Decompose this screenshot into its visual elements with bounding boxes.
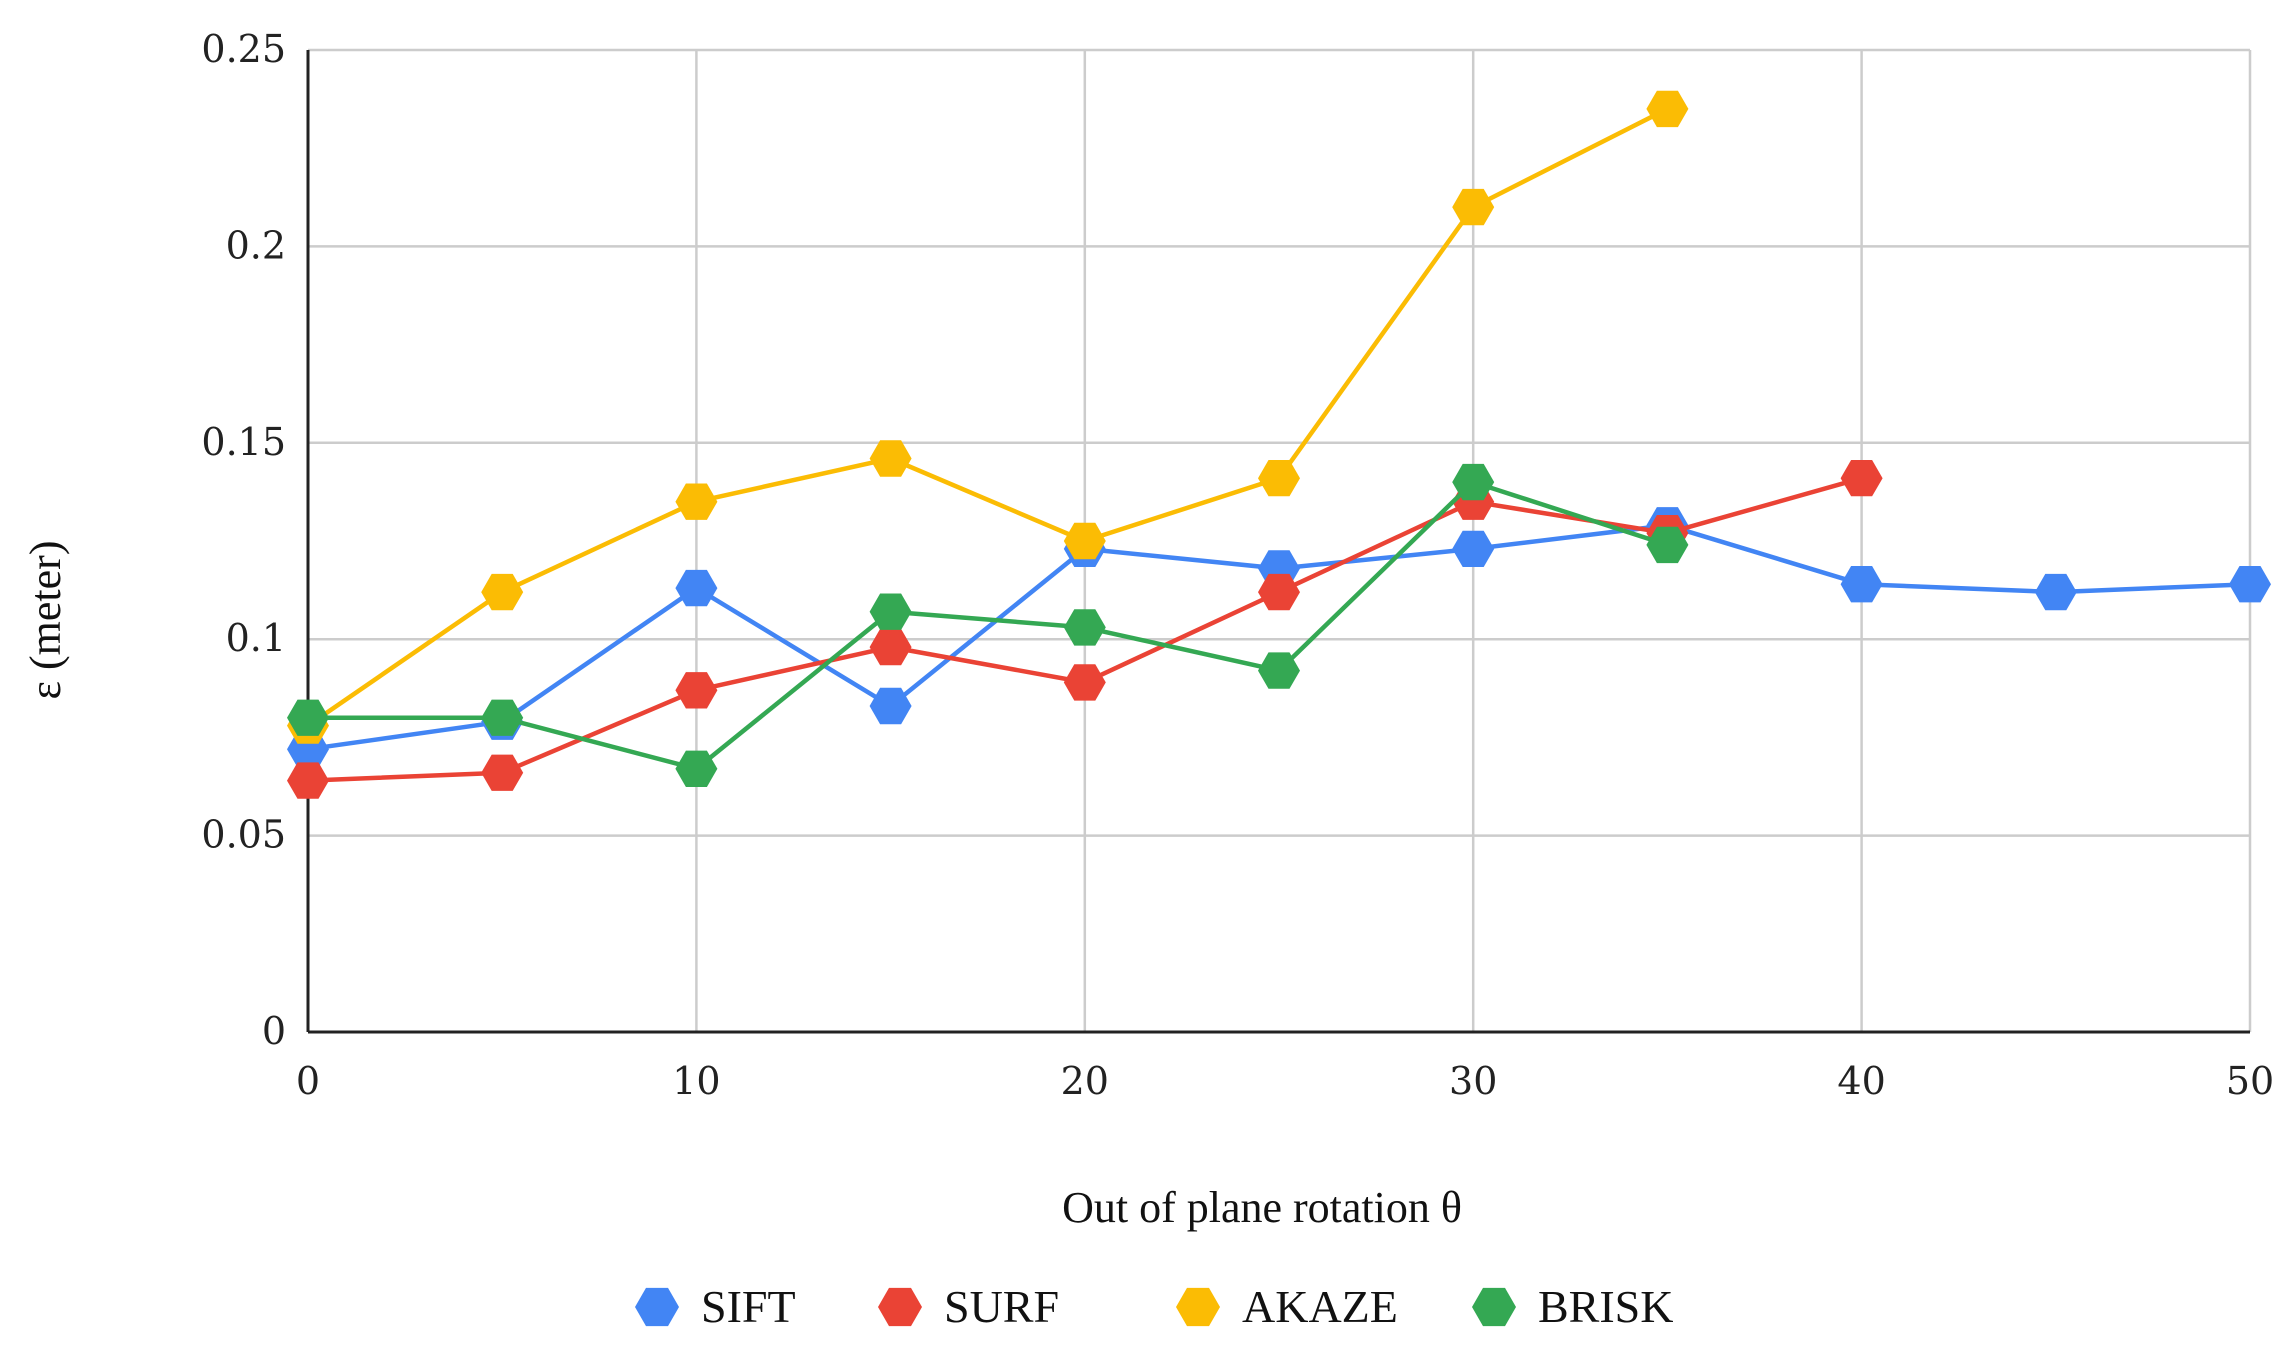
x-tick-label: 50 bbox=[2226, 1059, 2274, 1103]
axes bbox=[306, 50, 2250, 1034]
data-point-sift bbox=[869, 687, 912, 725]
data-point-brisk bbox=[1063, 609, 1106, 646]
y-axis-title: ε (meter) bbox=[21, 541, 70, 700]
data-point-akaze bbox=[1063, 522, 1106, 560]
legend-item-surf: SURF bbox=[878, 1281, 1059, 1332]
data-point-brisk bbox=[287, 699, 329, 736]
y-tick-label: 0.05 bbox=[201, 813, 286, 857]
data-point-akaze bbox=[1646, 90, 1689, 128]
x-tick-label: 40 bbox=[1837, 1059, 1885, 1103]
data-point-surf bbox=[1063, 664, 1106, 701]
series-line-brisk bbox=[308, 479, 1669, 772]
data-point-surf bbox=[287, 762, 329, 799]
data-point-akaze bbox=[481, 573, 524, 611]
data-point-surf bbox=[869, 628, 912, 666]
legend-item-sift: SIFT bbox=[635, 1281, 796, 1332]
legend: SIFT SURF AKAZE BRISK bbox=[635, 1281, 1673, 1332]
data-point-akaze bbox=[1452, 188, 1495, 226]
data-point-brisk bbox=[1258, 652, 1300, 689]
data-point-brisk bbox=[1646, 526, 1689, 564]
legend-marker-brisk bbox=[1472, 1287, 1516, 1327]
data-point-brisk bbox=[1452, 463, 1495, 501]
series-group bbox=[287, 90, 2271, 799]
y-tick-label: 0.2 bbox=[226, 223, 286, 267]
data-point-akaze bbox=[869, 440, 912, 477]
legend-marker-surf bbox=[878, 1287, 922, 1327]
x-tick-label: 20 bbox=[1061, 1059, 1109, 1103]
legend-label-akaze: AKAZE bbox=[1242, 1281, 1398, 1332]
legend-label-sift: SIFT bbox=[701, 1281, 796, 1332]
x-axis-title: Out of plane rotation θ bbox=[1062, 1183, 1462, 1232]
series-akaze bbox=[287, 90, 1689, 744]
tick-labels: 0 0.05 0.1 0.15 0.2 0.25 0 10 20 30 40 50 bbox=[201, 27, 2274, 1103]
y-tick-label: 0.15 bbox=[201, 420, 286, 464]
data-point-sift bbox=[675, 569, 718, 607]
legend-label-surf: SURF bbox=[944, 1281, 1059, 1332]
x-tick-label: 0 bbox=[296, 1059, 320, 1103]
data-point-surf bbox=[1840, 460, 1883, 497]
y-tick-label: 0.25 bbox=[201, 27, 286, 71]
series-line-akaze bbox=[306, 106, 1669, 728]
data-point-surf bbox=[481, 754, 524, 791]
legend-marker-sift bbox=[635, 1287, 679, 1327]
data-point-brisk bbox=[481, 699, 524, 736]
x-tick-label: 30 bbox=[1449, 1059, 1497, 1103]
legend-item-akaze: AKAZE bbox=[1176, 1281, 1398, 1332]
x-tick-label: 10 bbox=[672, 1059, 720, 1103]
y-tick-label: 0.1 bbox=[226, 616, 286, 660]
data-point-akaze bbox=[675, 483, 718, 520]
data-point-surf bbox=[675, 672, 718, 709]
y-tick-label: 0 bbox=[262, 1009, 286, 1053]
data-point-brisk bbox=[869, 593, 912, 630]
data-point-surf bbox=[1258, 573, 1300, 611]
legend-label-brisk: BRISK bbox=[1538, 1281, 1673, 1332]
series-sift bbox=[287, 507, 2271, 768]
data-point-brisk bbox=[675, 750, 718, 787]
series-brisk bbox=[287, 463, 1689, 787]
data-point-sift bbox=[1452, 530, 1495, 567]
data-point-sift bbox=[1840, 566, 1883, 603]
data-point-sift bbox=[2034, 573, 2077, 611]
legend-marker-akaze bbox=[1176, 1287, 1220, 1327]
data-point-akaze bbox=[1258, 460, 1300, 497]
grid bbox=[308, 48, 2252, 1032]
legend-item-brisk: BRISK bbox=[1472, 1281, 1673, 1332]
data-point-sift bbox=[2229, 566, 2271, 603]
